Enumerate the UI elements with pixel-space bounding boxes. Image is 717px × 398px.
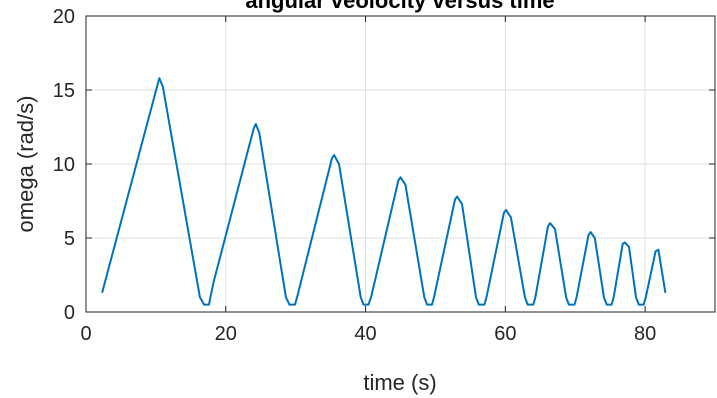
x-axis-label: time (s): [363, 370, 436, 395]
y-tick-label: 15: [53, 80, 75, 102]
y-tick-label: 0: [64, 302, 75, 324]
x-tick-label: 80: [634, 323, 656, 345]
y-axis-label: omega (rad/s): [13, 96, 38, 233]
axis-ticks: [85, 15, 715, 313]
series-line-omega: [101, 77, 667, 306]
grid-lines: [86, 16, 715, 312]
x-tick-label: 60: [494, 323, 516, 345]
y-tick-label: 20: [53, 6, 75, 28]
x-tick-label: 0: [80, 323, 91, 345]
chart-title: angular veolocity versus time: [245, 0, 554, 13]
y-tick-label: 5: [64, 228, 75, 250]
x-tick-label: 40: [354, 323, 376, 345]
y-tick-label: 10: [53, 154, 75, 176]
x-tick-label: 20: [215, 323, 237, 345]
tick-labels: 0 20 40 60 80 0 5 10 15 20: [53, 6, 656, 345]
